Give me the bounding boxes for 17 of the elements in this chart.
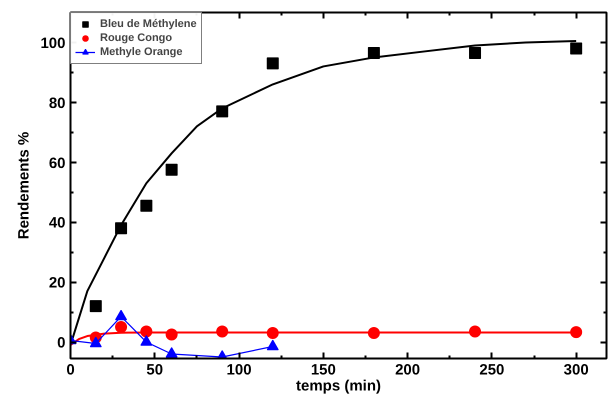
y-tick-label: 0 [57, 334, 66, 352]
legend-label: Methyle Orange [100, 45, 183, 59]
y-tick-label: 80 [48, 94, 66, 112]
legend-label: Rouge Congo [100, 31, 172, 45]
y-tick-label: 20 [48, 274, 66, 292]
x-axis-title: temps (min) [296, 378, 382, 394]
x-tick-label: 200 [395, 362, 420, 378]
x-tick-label: 150 [310, 362, 336, 378]
y-tick-label: 60 [48, 154, 66, 172]
y-tick-label: 100 [40, 34, 66, 52]
y-tick-label: 40 [48, 214, 66, 232]
x-tick-label: 100 [226, 362, 252, 378]
x-tick-label: 300 [564, 362, 589, 378]
legend-label: Bleu de Méthylene [100, 17, 197, 31]
x-tick-label: 50 [146, 362, 164, 378]
x-tick-label: 250 [479, 362, 504, 378]
y-axis-title: Rendements % [15, 132, 32, 240]
